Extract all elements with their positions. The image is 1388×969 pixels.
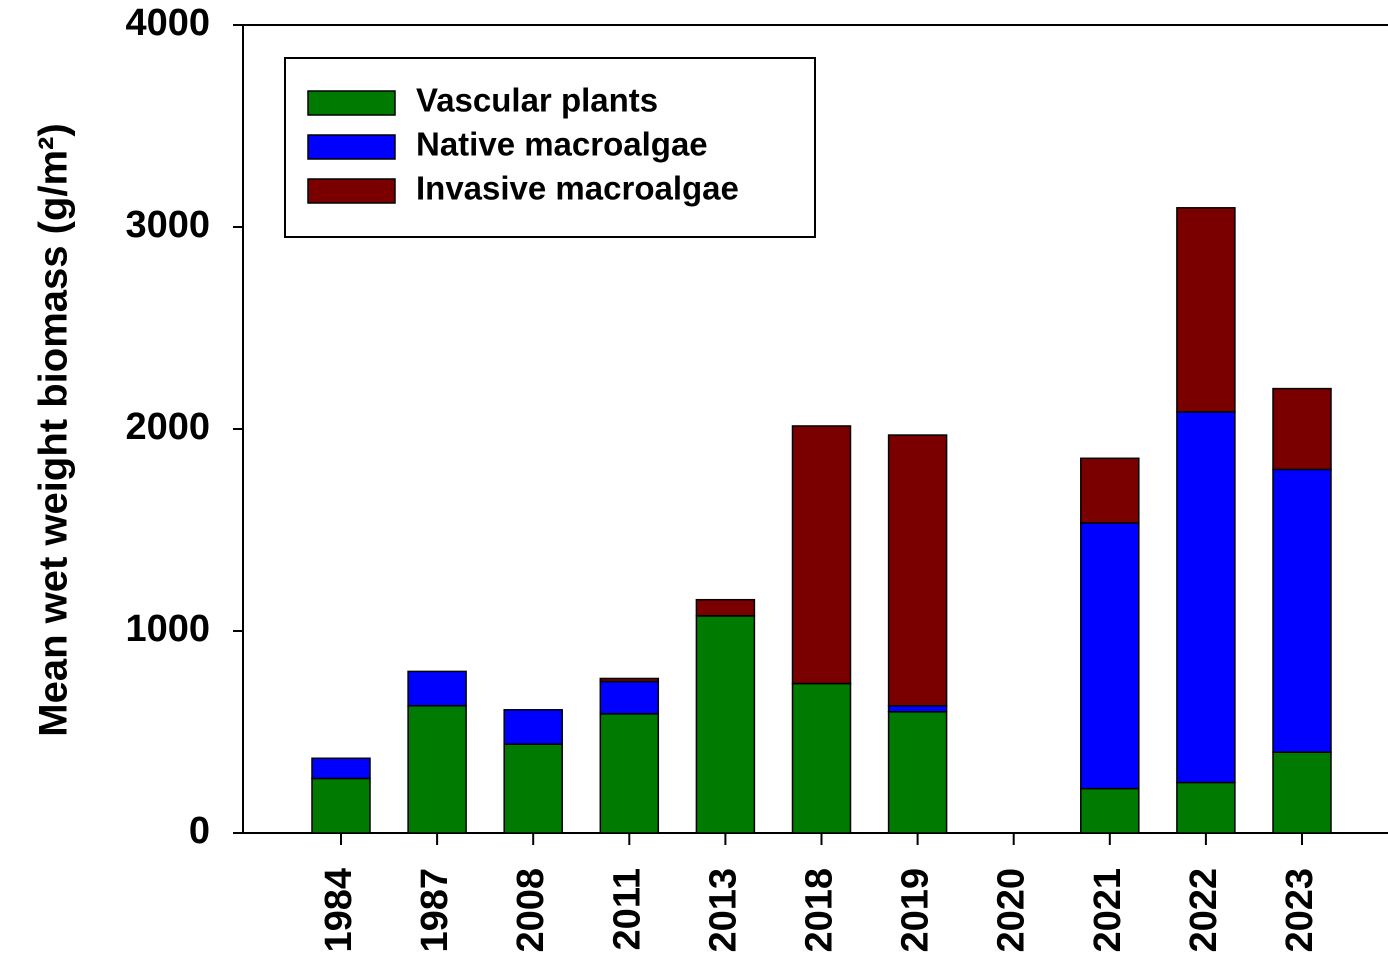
bar-segment	[599, 680, 660, 715]
bar-segment	[1272, 468, 1332, 753]
bar-segment	[311, 777, 371, 834]
bar-segment	[791, 682, 852, 834]
legend-label: Invasive macroalgae	[416, 170, 739, 207]
bar-segment	[599, 677, 660, 683]
bar-segment	[1176, 411, 1236, 784]
bar-segment	[407, 704, 467, 834]
y-axis-label: Mean wet weight biomass (g/m²)	[32, 123, 76, 736]
bar-segment	[1272, 751, 1332, 834]
x-tick-label: 2018	[799, 868, 841, 953]
bar-segment	[887, 434, 948, 707]
bar-segment	[695, 615, 756, 834]
bar-segment	[503, 743, 563, 834]
legend-swatch	[307, 90, 396, 116]
legend-swatch	[307, 134, 396, 160]
bar-segment	[311, 757, 371, 780]
bar-segment	[791, 425, 852, 685]
x-tick-label: 2019	[895, 868, 937, 953]
bar-segment	[407, 670, 467, 707]
bar-segment	[695, 598, 756, 617]
y-tick-label: 3000	[125, 204, 210, 246]
x-tick-label: 2021	[1087, 868, 1129, 953]
legend-label: Native macroalgae	[416, 126, 708, 163]
x-tick-label: 2022	[1183, 868, 1225, 953]
x-tick-label: 2013	[702, 868, 744, 953]
bar-segment	[1176, 781, 1236, 834]
bar-segment	[1080, 522, 1140, 790]
x-tick-label: 2020	[991, 868, 1033, 953]
y-tick-label: 4000	[125, 2, 210, 44]
y-tick-label: 0	[189, 810, 210, 852]
y-tick-label: 2000	[125, 406, 210, 448]
x-tick-label: 1987	[414, 868, 456, 953]
bar-segment	[599, 713, 660, 834]
x-tick-label: 2011	[606, 868, 648, 950]
bar-segment	[1272, 387, 1332, 471]
x-tick-label: 1984	[318, 868, 360, 953]
x-tick-label: 2008	[510, 868, 552, 953]
y-tick-label: 1000	[125, 608, 210, 650]
legend-label: Vascular plants	[416, 82, 658, 119]
bar-segment	[887, 704, 948, 713]
bar-segment	[503, 709, 563, 745]
bar-segment	[1080, 457, 1140, 524]
bar-segment	[887, 711, 948, 834]
bar-segment	[1080, 787, 1140, 834]
legend-swatch	[307, 178, 396, 204]
bar-segment	[1176, 207, 1236, 413]
x-tick-label: 2023	[1279, 868, 1321, 953]
